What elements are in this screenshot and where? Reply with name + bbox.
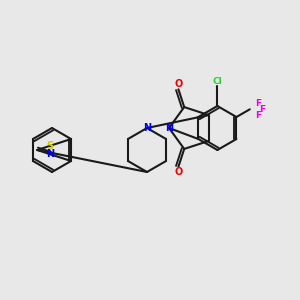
Text: N: N [46,149,54,159]
Text: F: F [255,111,261,120]
Text: F: F [259,105,265,114]
Text: O: O [174,167,182,177]
Text: Cl: Cl [212,77,222,86]
Text: S: S [46,141,54,151]
Text: F: F [255,99,261,108]
Text: N: N [143,123,151,133]
Text: O: O [174,79,182,89]
Text: N: N [165,123,173,133]
